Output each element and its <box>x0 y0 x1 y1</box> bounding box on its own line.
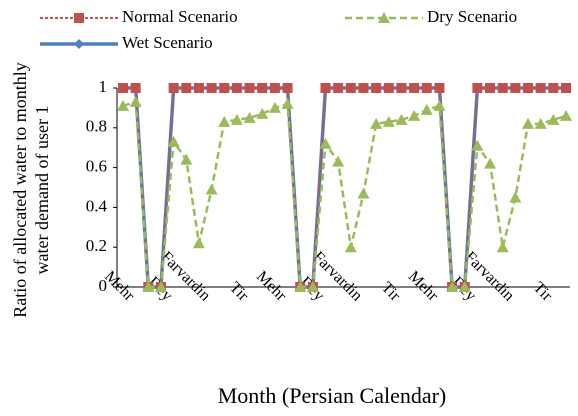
data-point <box>497 83 508 93</box>
data-point <box>357 187 370 199</box>
data-point <box>142 281 155 292</box>
data-point <box>319 137 332 149</box>
data-point <box>420 103 433 115</box>
data-point <box>382 115 395 127</box>
series-line <box>122 100 567 289</box>
data-point <box>294 281 307 292</box>
data-point <box>484 157 497 169</box>
data-point <box>230 113 243 125</box>
data-point <box>129 95 142 107</box>
data-point <box>446 281 459 292</box>
data-point <box>117 99 129 111</box>
data-point <box>433 99 446 111</box>
y-axis-title: water demand of user 1 <box>32 106 52 275</box>
data-point <box>396 83 407 93</box>
data-point <box>180 153 193 165</box>
data-point <box>383 83 394 93</box>
data-point <box>370 117 383 129</box>
data-point <box>371 83 382 93</box>
data-point <box>358 83 369 93</box>
data-point <box>522 117 535 129</box>
data-point <box>421 83 432 93</box>
legend-label: Wet Scenario <box>122 33 213 52</box>
data-point <box>535 83 546 93</box>
data-point <box>219 83 230 93</box>
y-axis-title: Ratio of allocated water to monthly <box>10 62 30 317</box>
legend-marker <box>74 39 84 49</box>
data-point <box>560 109 572 121</box>
legend-label: Dry Scenario <box>427 7 517 26</box>
data-point <box>510 83 521 93</box>
y-tick-label: 1 <box>99 77 108 96</box>
data-point <box>167 135 180 147</box>
y-tick-label: 0 <box>99 276 108 295</box>
data-point <box>523 83 534 93</box>
x-tick-label: Mehr <box>405 268 442 305</box>
legend-marker <box>378 12 390 23</box>
data-point <box>485 83 496 93</box>
y-tick-label: 0.4 <box>86 196 108 215</box>
data-point <box>408 109 421 121</box>
data-point <box>409 83 420 93</box>
data-point <box>395 113 408 125</box>
data-point <box>205 183 218 195</box>
data-point <box>218 115 231 127</box>
data-point <box>168 83 179 93</box>
data-point <box>534 117 547 129</box>
data-point <box>548 83 559 93</box>
data-point <box>472 83 483 93</box>
data-point <box>154 281 167 292</box>
y-tick-label: 0.2 <box>86 236 107 255</box>
data-point <box>458 281 471 292</box>
data-point <box>193 83 204 93</box>
legend-marker <box>74 13 84 23</box>
data-point <box>547 113 560 125</box>
data-point <box>281 97 294 109</box>
data-point <box>496 241 509 253</box>
legend-label: Normal Scenario <box>122 7 238 26</box>
data-point <box>130 83 141 93</box>
y-tick-label: 0.6 <box>86 157 107 176</box>
x-tick-label: Mehr <box>253 268 290 305</box>
x-tick-label: Tir <box>378 279 404 305</box>
data-point <box>306 281 319 292</box>
data-point <box>243 111 256 123</box>
data-point <box>509 191 522 203</box>
data-point <box>256 107 269 119</box>
data-point <box>257 83 268 93</box>
data-point <box>268 101 281 113</box>
x-tick-label: Tir <box>530 279 556 305</box>
data-point <box>192 237 205 249</box>
y-tick-label: 0.8 <box>86 117 107 136</box>
data-point <box>333 83 344 93</box>
data-point <box>471 139 484 151</box>
data-point <box>244 83 255 93</box>
data-point <box>345 83 356 93</box>
x-tick-label: Tir <box>226 279 252 305</box>
data-point <box>320 83 331 93</box>
data-point <box>561 83 571 93</box>
data-point <box>434 83 445 93</box>
data-point <box>231 83 242 93</box>
x-axis-title: Month (Persian Calendar) <box>218 383 447 408</box>
data-point <box>269 83 280 93</box>
data-point <box>118 83 128 93</box>
data-point <box>344 241 357 253</box>
data-point <box>282 83 293 93</box>
data-point <box>181 83 192 93</box>
data-point <box>206 83 217 93</box>
data-point <box>332 155 345 167</box>
